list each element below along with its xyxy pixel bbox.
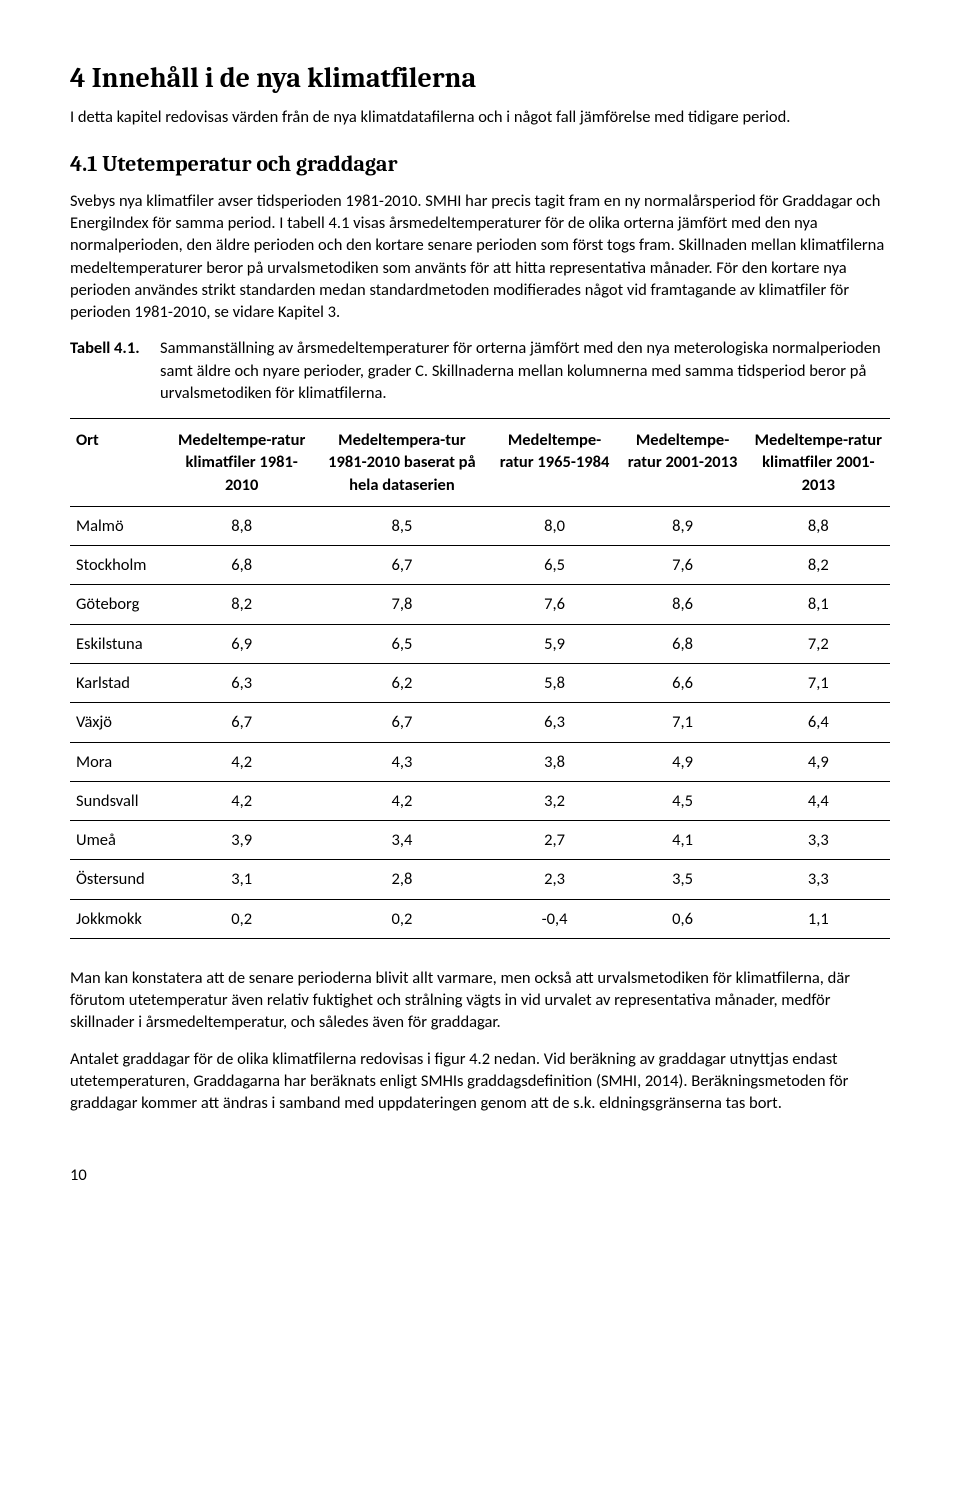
table-row: Östersund3,12,82,33,53,3	[70, 860, 890, 899]
table-row: Sundsvall4,24,23,24,54,4	[70, 781, 890, 820]
cell-value: 4,5	[619, 781, 747, 820]
page-number: 10	[70, 1164, 890, 1186]
table-caption: Tabell 4.1. Sammanställning av årsmedelt…	[70, 337, 890, 404]
cell-value: 8,0	[491, 506, 619, 545]
col-header-5: Medeltempe-ratur klimatfiler 2001-2013	[747, 419, 890, 507]
cell-value: 2,7	[491, 821, 619, 860]
cell-value: 5,8	[491, 664, 619, 703]
table-row: Stockholm6,86,76,57,68,2	[70, 546, 890, 585]
table-row: Umeå3,93,42,74,13,3	[70, 821, 890, 860]
cell-value: 7,1	[619, 703, 747, 742]
cell-value: 0,2	[170, 899, 313, 938]
cell-value: 0,2	[313, 899, 490, 938]
cell-value: 7,2	[747, 624, 890, 663]
cell-value: 6,8	[619, 624, 747, 663]
cell-value: 3,8	[491, 742, 619, 781]
cell-value: 7,8	[313, 585, 490, 624]
cell-value: 8,5	[313, 506, 490, 545]
cell-value: 3,9	[170, 821, 313, 860]
cell-value: 6,6	[619, 664, 747, 703]
cell-value: 6,5	[313, 624, 490, 663]
table-row: Malmö8,88,58,08,98,8	[70, 506, 890, 545]
table-row: Eskilstuna6,96,55,96,87,2	[70, 624, 890, 663]
col-header-ort: Ort	[70, 419, 170, 507]
cell-value: 6,7	[170, 703, 313, 742]
cell-value: 8,6	[619, 585, 747, 624]
body-paragraph-1: Svebys nya klimatfiler avser tidsperiode…	[70, 190, 890, 324]
col-header-4: Medeltempe-ratur 2001-2013	[619, 419, 747, 507]
cell-ort: Växjö	[70, 703, 170, 742]
cell-value: 6,8	[170, 546, 313, 585]
cell-value: 6,5	[491, 546, 619, 585]
cell-ort: Mora	[70, 742, 170, 781]
cell-value: 3,4	[313, 821, 490, 860]
cell-ort: Jokkmokk	[70, 899, 170, 938]
cell-value: 3,3	[747, 860, 890, 899]
cell-value: 8,2	[747, 546, 890, 585]
cell-value: 4,9	[747, 742, 890, 781]
col-header-2: Medeltempera-tur 1981-2010 baserat på he…	[313, 419, 490, 507]
cell-value: 5,9	[491, 624, 619, 663]
cell-value: 2,8	[313, 860, 490, 899]
cell-value: 4,3	[313, 742, 490, 781]
cell-value: 8,8	[747, 506, 890, 545]
cell-value: 6,4	[747, 703, 890, 742]
cell-value: 4,2	[170, 781, 313, 820]
cell-ort: Umeå	[70, 821, 170, 860]
cell-ort: Stockholm	[70, 546, 170, 585]
col-header-3: Medeltempe-ratur 1965-1984	[491, 419, 619, 507]
cell-value: 7,6	[491, 585, 619, 624]
body-paragraph-2: Man kan konstatera att de senare periode…	[70, 967, 890, 1034]
cell-value: 3,5	[619, 860, 747, 899]
cell-value: -0,4	[491, 899, 619, 938]
cell-value: 7,6	[619, 546, 747, 585]
body-paragraph-3: Antalet graddagar för de olika klimatfil…	[70, 1048, 890, 1115]
cell-value: 6,2	[313, 664, 490, 703]
table-row: Mora4,24,33,84,94,9	[70, 742, 890, 781]
table-row: Växjö6,76,76,37,16,4	[70, 703, 890, 742]
cell-ort: Sundsvall	[70, 781, 170, 820]
cell-value: 6,7	[313, 703, 490, 742]
cell-value: 6,3	[170, 664, 313, 703]
table-caption-label: Tabell 4.1.	[70, 337, 160, 404]
cell-value: 4,9	[619, 742, 747, 781]
table-row: Jokkmokk0,20,2-0,40,61,1	[70, 899, 890, 938]
table-row: Karlstad6,36,25,86,67,1	[70, 664, 890, 703]
cell-value: 4,2	[313, 781, 490, 820]
cell-value: 1,1	[747, 899, 890, 938]
cell-ort: Östersund	[70, 860, 170, 899]
cell-value: 6,9	[170, 624, 313, 663]
table-caption-text: Sammanställning av årsmedeltemperaturer …	[160, 337, 890, 404]
table-row: Göteborg8,27,87,68,68,1	[70, 585, 890, 624]
cell-ort: Eskilstuna	[70, 624, 170, 663]
cell-ort: Malmö	[70, 506, 170, 545]
cell-value: 4,2	[170, 742, 313, 781]
temperature-table: Ort Medeltempe-ratur klimatfiler 1981-20…	[70, 418, 890, 939]
cell-value: 6,7	[313, 546, 490, 585]
cell-value: 0,6	[619, 899, 747, 938]
cell-value: 8,8	[170, 506, 313, 545]
cell-value: 4,1	[619, 821, 747, 860]
cell-value: 3,1	[170, 860, 313, 899]
cell-ort: Göteborg	[70, 585, 170, 624]
section-heading: 4 Innehåll i de nya klimatfilerna	[70, 60, 890, 98]
col-header-1: Medeltempe-ratur klimatfiler 1981-2010	[170, 419, 313, 507]
cell-value: 2,3	[491, 860, 619, 899]
cell-value: 8,2	[170, 585, 313, 624]
cell-value: 8,9	[619, 506, 747, 545]
cell-value: 7,1	[747, 664, 890, 703]
intro-paragraph: I detta kapitel redovisas värden från de…	[70, 106, 890, 128]
table-header-row: Ort Medeltempe-ratur klimatfiler 1981-20…	[70, 419, 890, 507]
cell-value: 4,4	[747, 781, 890, 820]
cell-value: 8,1	[747, 585, 890, 624]
cell-ort: Karlstad	[70, 664, 170, 703]
cell-value: 6,3	[491, 703, 619, 742]
cell-value: 3,2	[491, 781, 619, 820]
cell-value: 3,3	[747, 821, 890, 860]
subsection-heading: 4.1 Utetemperatur och graddagar	[70, 150, 890, 180]
